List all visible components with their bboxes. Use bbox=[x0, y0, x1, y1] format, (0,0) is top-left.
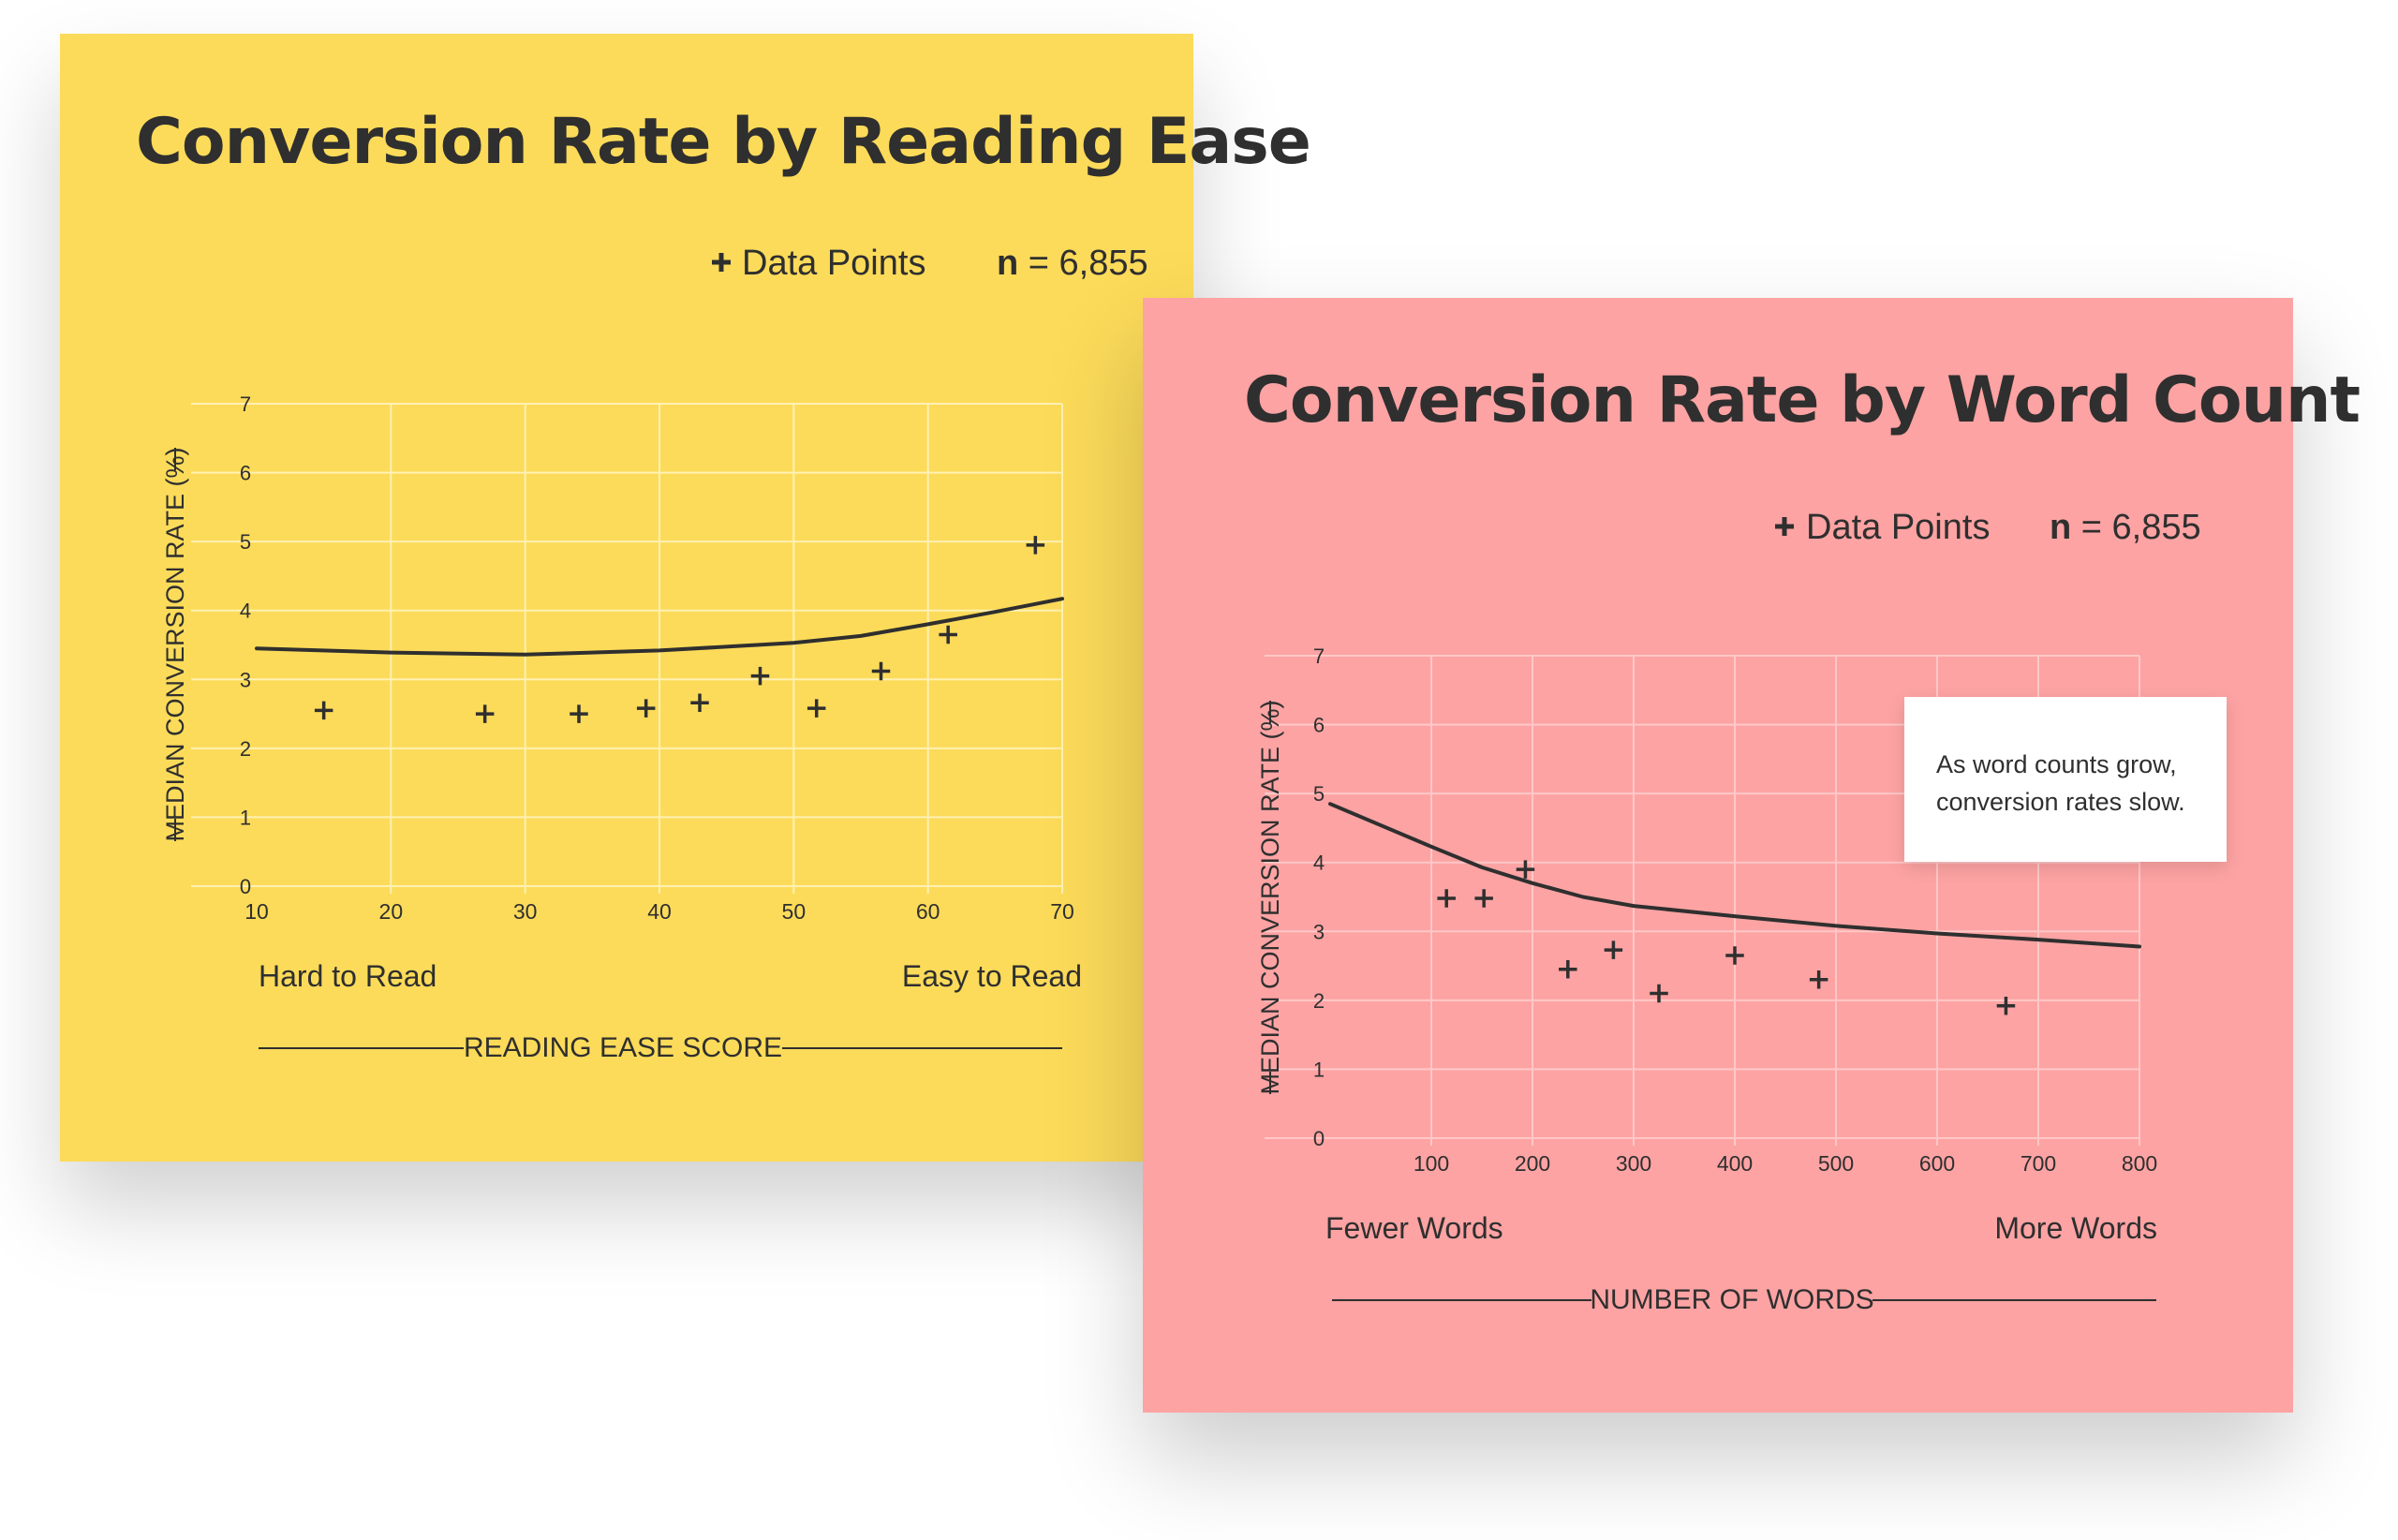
x-axis-left-label: Fewer Words bbox=[1325, 1211, 1503, 1245]
y-axis-label-group: MEDIAN CONVERSION RATE (%) bbox=[1256, 700, 1284, 1094]
x-tick-label: 20 bbox=[379, 899, 404, 924]
sample-size-symbol: n bbox=[997, 244, 1018, 283]
x-tick-label: 200 bbox=[1515, 1151, 1550, 1176]
x-tick-label: 70 bbox=[1050, 899, 1074, 924]
reading-ease-chart-card: Conversion Rate by Reading Ease 0 1 2 3 4 5 6 7… bbox=[60, 34, 1311, 1162]
x-tick-label: 30 bbox=[513, 899, 538, 924]
y-tick-label: 0 bbox=[1313, 1127, 1325, 1150]
trend-line bbox=[255, 597, 1064, 657]
legend-label: Data Points bbox=[742, 244, 925, 283]
reading-ease-chart: 0 1 2 3 4 5 6 7 10 20 30 40 50 60 70 Data Points n = 6,8… bbox=[161, 244, 1148, 1063]
sample-size-symbol: n bbox=[2050, 508, 2071, 547]
x-tick-label: 700 bbox=[2021, 1151, 2056, 1176]
x-tick-label: 300 bbox=[1616, 1151, 1651, 1176]
y-tick-label: 6 bbox=[240, 462, 251, 485]
legend: Data Points n = 6,855 bbox=[1775, 508, 2201, 547]
y-tick-label: 1 bbox=[240, 806, 251, 829]
x-axis-label: READING EASE SCORE bbox=[464, 1032, 782, 1063]
data-point-marker bbox=[1604, 940, 1623, 959]
word-count-chart: 0 1 2 3 4 5 6 7 100 200 300 400 500 600 700 800 Data Poi… bbox=[1256, 508, 2201, 1315]
legend: Data Points n = 6,855 bbox=[712, 244, 1148, 283]
data-point-marker bbox=[1809, 970, 1828, 989]
x-tick-label: 40 bbox=[647, 899, 672, 924]
y-tick-label: 4 bbox=[240, 600, 251, 623]
data-point-marker bbox=[1437, 889, 1456, 908]
legend-marker-icon bbox=[712, 253, 731, 272]
data-point-marker bbox=[314, 701, 333, 720]
data-point-marker bbox=[1026, 536, 1045, 555]
y-tick-label: 3 bbox=[240, 668, 251, 691]
y-tick-label: 7 bbox=[240, 392, 251, 416]
x-axis-right-label: Easy to Read bbox=[902, 959, 1082, 993]
y-tick-label: 5 bbox=[240, 530, 251, 554]
x-tick-label: 60 bbox=[916, 899, 940, 924]
y-tick-label: 4 bbox=[1313, 851, 1325, 875]
data-point-marker bbox=[690, 693, 709, 713]
x-tick-label: 800 bbox=[2122, 1151, 2157, 1176]
annotation-callout: As word counts grow, conversion rates sl… bbox=[1904, 697, 2227, 862]
chart-title: Conversion Rate by Word Count bbox=[1244, 363, 2361, 437]
x-tick-label: 400 bbox=[1717, 1151, 1753, 1176]
annotation-line: conversion rates slow. bbox=[1936, 788, 2185, 816]
x-axis-right-label: More Words bbox=[1994, 1211, 2157, 1245]
y-axis-label-group: MEDIAN CONVERSION RATE (%) bbox=[161, 447, 189, 841]
data-point-marker bbox=[871, 661, 891, 681]
x-tick-label: 10 bbox=[244, 899, 269, 924]
x-axis-label: NUMBER OF WORDS bbox=[1590, 1284, 1873, 1315]
x-tick-label: 500 bbox=[1818, 1151, 1854, 1176]
data-point-marker bbox=[475, 704, 495, 723]
y-tick-label: 3 bbox=[1313, 920, 1325, 943]
data-point-marker bbox=[1650, 984, 1668, 1003]
data-point-marker bbox=[1725, 946, 1744, 965]
legend-marker-icon bbox=[1775, 517, 1794, 536]
data-point-marker bbox=[636, 699, 656, 718]
data-point-marker bbox=[939, 625, 957, 644]
chart-title: Conversion Rate by Reading Ease bbox=[136, 105, 1311, 179]
data-point-marker bbox=[750, 666, 770, 686]
y-axis-label: MEDIAN CONVERSION RATE (%) bbox=[1256, 700, 1284, 1094]
y-tick-label: 1 bbox=[1313, 1058, 1325, 1081]
x-tick-label: 50 bbox=[782, 899, 807, 924]
grid bbox=[1265, 655, 2140, 1146]
y-tick-label: 2 bbox=[240, 737, 251, 761]
y-tick-label: 7 bbox=[1313, 644, 1325, 668]
sample-size-value: = 6,855 bbox=[2071, 508, 2200, 547]
sample-size: n = 6,855 bbox=[997, 244, 1148, 283]
sample-size: n = 6,855 bbox=[2050, 508, 2201, 547]
data-point-marker bbox=[1996, 996, 2016, 1015]
sample-size-value: = 6,855 bbox=[1018, 244, 1147, 283]
y-tick-label: 6 bbox=[1313, 714, 1325, 737]
data-point-marker bbox=[1559, 960, 1577, 979]
y-axis-label: MEDIAN CONVERSION RATE (%) bbox=[161, 447, 189, 841]
word-count-chart-card: Conversion Rate by Word Count 0 1 2 3 4 5 6 7 10… bbox=[1143, 298, 2361, 1413]
x-tick-label: 600 bbox=[1919, 1151, 1955, 1176]
data-point-marker bbox=[570, 704, 588, 723]
x-tick-label: 100 bbox=[1414, 1151, 1449, 1176]
y-tick-label: 2 bbox=[1313, 989, 1325, 1013]
data-point-marker bbox=[807, 699, 826, 718]
data-point-marker bbox=[1516, 860, 1535, 879]
x-axis-left-label: Hard to Read bbox=[259, 959, 437, 993]
trend-line bbox=[1328, 802, 2141, 949]
y-tick-label: 0 bbox=[240, 875, 251, 898]
y-tick-label: 5 bbox=[1313, 782, 1325, 806]
data-point-marker bbox=[1474, 889, 1493, 908]
annotation-line: As word counts grow, bbox=[1936, 750, 2177, 778]
legend-label: Data Points bbox=[1806, 508, 1990, 547]
